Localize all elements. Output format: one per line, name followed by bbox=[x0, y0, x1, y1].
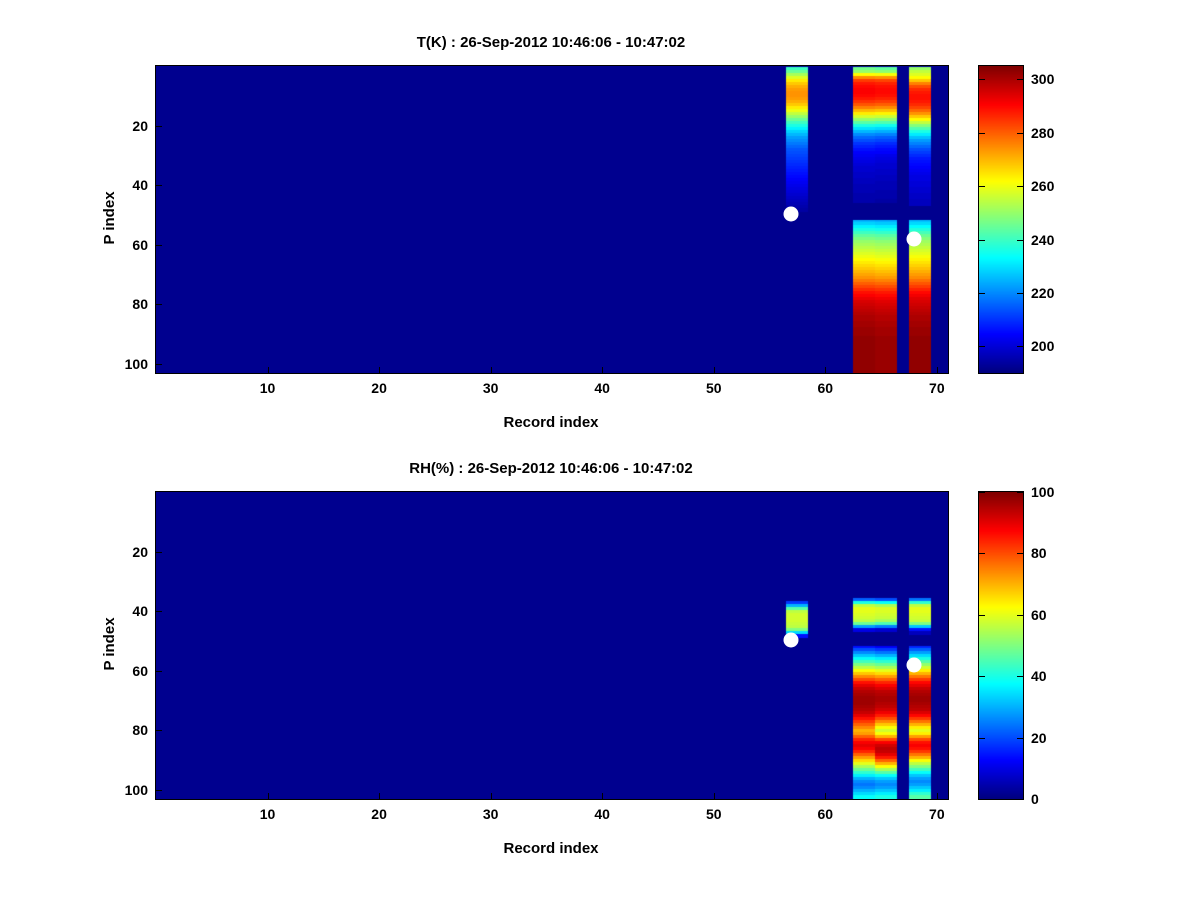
colorbar-tick bbox=[979, 240, 985, 241]
colorbar-tick bbox=[979, 186, 985, 187]
panel-relative-humidity: RH(%) : 26-Sep-2012 10:46:06 - 10:47:02 … bbox=[0, 450, 1200, 900]
colorbar-tick bbox=[1017, 799, 1023, 800]
colorbar-tick bbox=[979, 79, 985, 80]
colorbar-tick bbox=[979, 133, 985, 134]
panel-temperature: T(K) : 26-Sep-2012 10:46:06 - 10:47:02 1… bbox=[0, 0, 1200, 450]
colorbar-tick-label: 100 bbox=[1031, 484, 1054, 500]
colorbar-tick-label: 60 bbox=[1031, 607, 1047, 623]
colorbar-tick bbox=[979, 293, 985, 294]
colorbar-tick bbox=[1017, 240, 1023, 241]
colorbar-tick bbox=[979, 799, 985, 800]
colorbar-tick-label: 240 bbox=[1031, 232, 1054, 248]
matlab-figure: T(K) : 26-Sep-2012 10:46:06 - 10:47:02 1… bbox=[0, 0, 1200, 900]
colorbar-tick bbox=[1017, 346, 1023, 347]
colorbar-tick bbox=[1017, 553, 1023, 554]
colorbar-tick-label: 200 bbox=[1031, 338, 1054, 354]
colorbar-tick bbox=[979, 615, 985, 616]
colorbar-tick-label: 220 bbox=[1031, 285, 1054, 301]
colorbar-tick-label: 260 bbox=[1031, 178, 1054, 194]
colorbar-tick bbox=[1017, 492, 1023, 493]
colorbar-tick-label: 280 bbox=[1031, 125, 1054, 141]
colorbar-tick bbox=[979, 738, 985, 739]
colorbar-tick bbox=[979, 553, 985, 554]
colorbar-tick-label: 20 bbox=[1031, 730, 1047, 746]
colorbar-tick-label: 0 bbox=[1031, 791, 1039, 807]
colorbar-tick-label: 80 bbox=[1031, 545, 1047, 561]
colorbar-tick bbox=[1017, 79, 1023, 80]
colorbar-tick bbox=[1017, 615, 1023, 616]
colorbar-tick-layer-temperature: 200 220 240 260 280 300 bbox=[0, 0, 1200, 450]
colorbar-tick bbox=[1017, 186, 1023, 187]
colorbar-tick bbox=[1017, 676, 1023, 677]
colorbar-tick bbox=[979, 492, 985, 493]
colorbar-tick bbox=[1017, 133, 1023, 134]
colorbar-tick-label: 300 bbox=[1031, 71, 1054, 87]
colorbar-tick bbox=[1017, 293, 1023, 294]
colorbar-tick-layer-relative-humidity: 0 20 40 60 80 100 bbox=[0, 450, 1200, 900]
colorbar-tick bbox=[979, 346, 985, 347]
colorbar-tick bbox=[979, 676, 985, 677]
colorbar-tick-label: 40 bbox=[1031, 668, 1047, 684]
colorbar-tick bbox=[1017, 738, 1023, 739]
